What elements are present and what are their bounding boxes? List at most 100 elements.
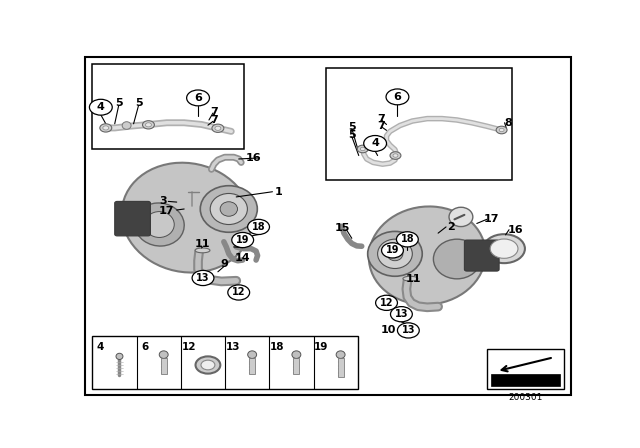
- Circle shape: [397, 323, 419, 338]
- Circle shape: [490, 239, 518, 258]
- Text: 11: 11: [406, 274, 421, 284]
- Text: 18: 18: [270, 342, 285, 353]
- Circle shape: [381, 243, 403, 258]
- Ellipse shape: [292, 351, 301, 358]
- Ellipse shape: [403, 276, 418, 281]
- Circle shape: [212, 124, 224, 133]
- Text: 19: 19: [386, 246, 399, 255]
- Bar: [293, 358, 300, 374]
- Text: 15: 15: [334, 223, 349, 233]
- Circle shape: [496, 126, 507, 134]
- Text: 7: 7: [210, 107, 218, 117]
- Text: 7: 7: [378, 114, 385, 124]
- Text: 5: 5: [348, 130, 356, 140]
- Circle shape: [100, 124, 112, 132]
- Text: 8: 8: [505, 118, 513, 128]
- Text: 6: 6: [394, 92, 401, 102]
- Ellipse shape: [367, 232, 422, 276]
- Ellipse shape: [200, 186, 257, 232]
- Text: 11: 11: [195, 239, 211, 249]
- Text: 12: 12: [380, 298, 393, 308]
- Circle shape: [145, 123, 152, 127]
- Text: 18: 18: [252, 222, 266, 232]
- Circle shape: [215, 126, 221, 130]
- Circle shape: [364, 135, 387, 151]
- Circle shape: [90, 99, 112, 115]
- Text: 10: 10: [381, 325, 396, 336]
- Circle shape: [248, 220, 269, 234]
- Text: 7: 7: [210, 115, 218, 125]
- Text: 14: 14: [235, 253, 250, 263]
- Text: 19: 19: [314, 342, 329, 353]
- Text: 16: 16: [508, 225, 524, 235]
- Ellipse shape: [195, 248, 210, 253]
- Bar: [486, 349, 564, 389]
- Circle shape: [390, 306, 412, 322]
- Text: 13: 13: [226, 342, 240, 353]
- Bar: [326, 68, 511, 180]
- FancyBboxPatch shape: [115, 202, 150, 236]
- Circle shape: [393, 154, 398, 157]
- FancyBboxPatch shape: [465, 240, 499, 271]
- Text: 17: 17: [159, 206, 175, 216]
- Bar: [92, 336, 358, 389]
- Circle shape: [390, 152, 401, 159]
- Ellipse shape: [116, 353, 123, 359]
- Ellipse shape: [134, 203, 184, 246]
- Circle shape: [143, 121, 154, 129]
- Ellipse shape: [220, 202, 237, 216]
- Text: 19: 19: [236, 235, 250, 245]
- Circle shape: [357, 145, 368, 153]
- Text: 4: 4: [97, 342, 104, 353]
- Text: 4: 4: [97, 102, 105, 112]
- Circle shape: [187, 90, 209, 106]
- Bar: [338, 358, 344, 377]
- Ellipse shape: [122, 122, 131, 129]
- Text: 13: 13: [196, 273, 210, 283]
- Ellipse shape: [336, 351, 345, 358]
- Bar: [92, 64, 244, 149]
- Circle shape: [228, 285, 250, 300]
- Ellipse shape: [210, 194, 248, 224]
- Circle shape: [376, 295, 397, 310]
- Text: 17: 17: [484, 214, 499, 224]
- FancyBboxPatch shape: [85, 57, 571, 395]
- Circle shape: [192, 271, 214, 285]
- Ellipse shape: [433, 239, 481, 279]
- Bar: [161, 358, 166, 374]
- Text: 12: 12: [232, 288, 246, 297]
- Ellipse shape: [159, 351, 168, 358]
- Text: 3: 3: [159, 196, 167, 207]
- Bar: [491, 375, 559, 386]
- Circle shape: [499, 128, 504, 132]
- Text: 13: 13: [395, 309, 408, 319]
- Text: 13: 13: [402, 325, 415, 336]
- Text: 2: 2: [447, 222, 455, 232]
- Text: 9: 9: [220, 259, 228, 269]
- Ellipse shape: [248, 351, 257, 358]
- Text: 7: 7: [378, 121, 385, 130]
- Text: 6: 6: [194, 93, 202, 103]
- Ellipse shape: [369, 207, 486, 305]
- Circle shape: [201, 360, 215, 370]
- Text: 12: 12: [182, 342, 196, 353]
- Ellipse shape: [449, 207, 473, 227]
- Circle shape: [196, 356, 220, 374]
- Circle shape: [232, 233, 253, 248]
- Text: 1: 1: [275, 187, 282, 197]
- Circle shape: [396, 232, 419, 247]
- Text: 200301: 200301: [508, 393, 542, 402]
- Bar: [249, 358, 255, 374]
- Text: 6: 6: [141, 342, 148, 353]
- Ellipse shape: [145, 211, 174, 237]
- Text: 4: 4: [371, 138, 379, 148]
- Ellipse shape: [378, 239, 412, 268]
- Ellipse shape: [122, 163, 252, 272]
- Circle shape: [103, 126, 109, 130]
- Circle shape: [386, 89, 409, 105]
- Text: 18: 18: [401, 234, 414, 244]
- Circle shape: [360, 147, 365, 151]
- Text: 5: 5: [348, 122, 356, 132]
- Text: 5: 5: [115, 98, 122, 108]
- Text: 16: 16: [246, 153, 261, 163]
